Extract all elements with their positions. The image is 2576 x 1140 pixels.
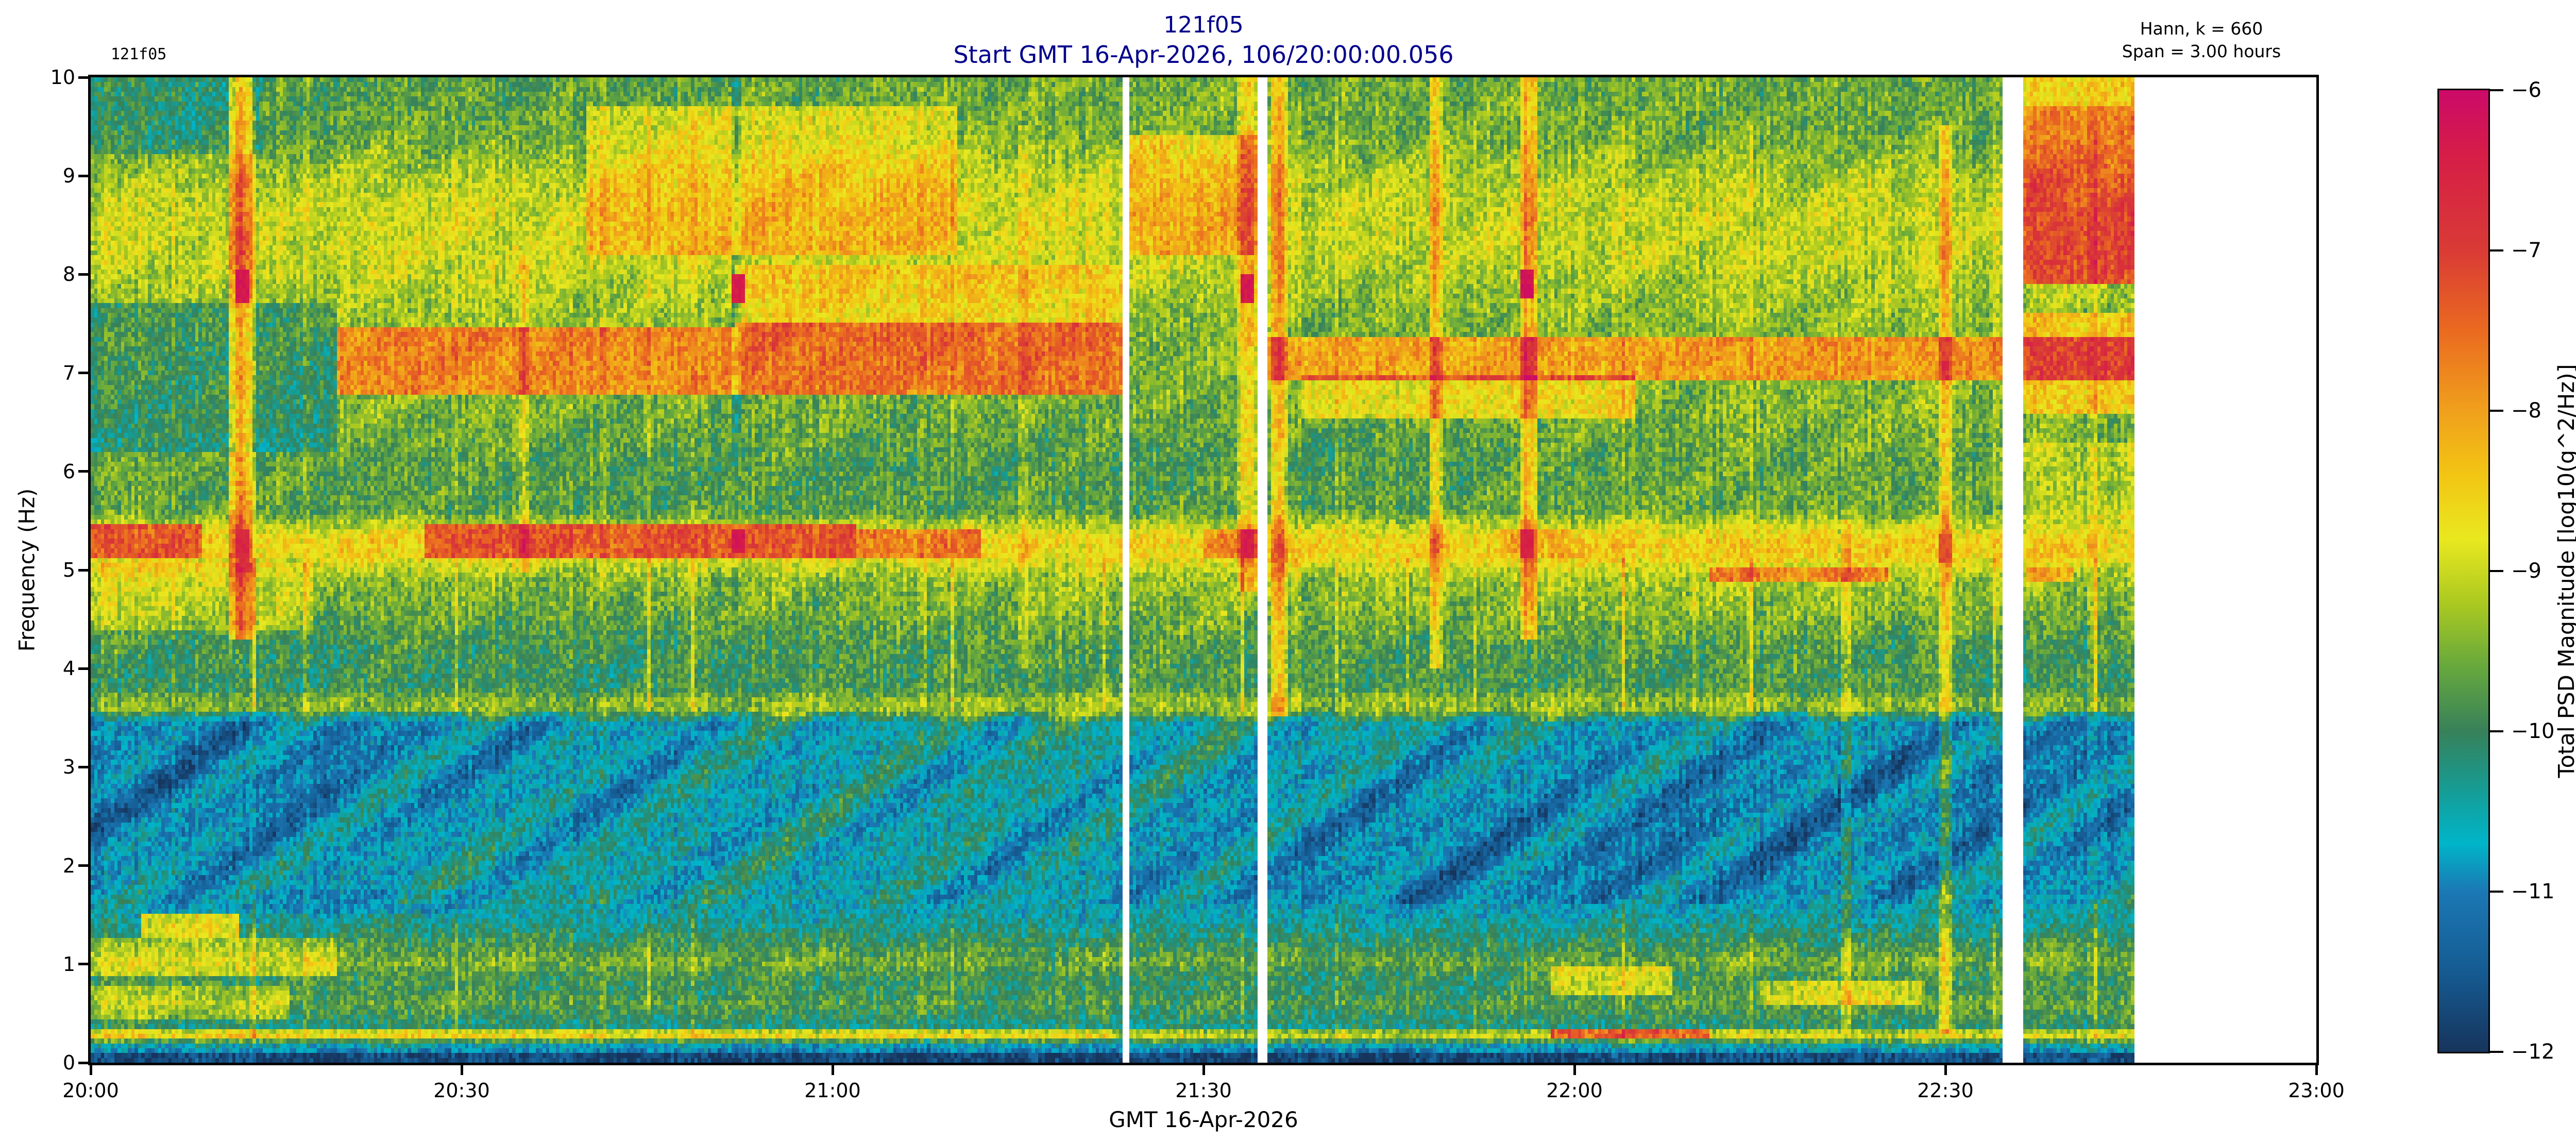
x-tick-label: 22:30 <box>1917 1079 1974 1102</box>
x-tick-label: 20:30 <box>433 1079 490 1102</box>
x-tick-mark <box>1573 1063 1576 1075</box>
y-tick-label: 6 <box>62 460 75 483</box>
y-tick-label: 5 <box>62 559 75 581</box>
x-tick-mark <box>461 1063 463 1075</box>
y-tick-mark <box>78 765 91 768</box>
y-tick-label: 9 <box>62 164 75 188</box>
x-tick-label: 21:30 <box>1175 1079 1232 1102</box>
x-tick-label: 23:00 <box>2288 1079 2345 1102</box>
colorbar-tick-label: −12 <box>2511 1040 2555 1064</box>
colorbar-tick-label: −7 <box>2511 239 2541 262</box>
y-tick-label: 0 <box>62 1051 75 1074</box>
x-tick-mark <box>832 1063 834 1075</box>
page-title: 121f05 Start GMT 16-Apr-2026, 106/20:00:… <box>953 11 1453 70</box>
title-line-1: 121f05 <box>1163 12 1244 38</box>
y-tick-label: 4 <box>62 657 75 680</box>
y-tick-mark <box>78 76 91 79</box>
y-tick-label: 2 <box>62 854 75 877</box>
colorbar-label: Total PSD Magnitude [log10(g^2/Hz)] <box>2554 364 2576 778</box>
y-tick-mark <box>78 963 91 966</box>
colorbar-tick-mark <box>2490 570 2503 572</box>
x-tick-mark <box>1944 1063 1947 1075</box>
y-tick-label: 10 <box>50 66 75 89</box>
colorbar-tick-label: −8 <box>2511 399 2541 423</box>
colorbar-tick-label: −11 <box>2511 880 2555 903</box>
y-tick-label: 8 <box>62 263 75 286</box>
colorbar-tick-mark <box>2490 410 2503 412</box>
y-tick-mark <box>78 568 91 572</box>
x-tick-mark <box>2315 1063 2318 1075</box>
window-info-line-1: Hann, k = 660 <box>2140 19 2263 39</box>
x-tick-label: 22:00 <box>1546 1079 1603 1102</box>
window-info-line-2: Span = 3.00 hours <box>2122 41 2281 61</box>
colorbar <box>2437 89 2490 1053</box>
y-tick-mark <box>78 667 91 670</box>
title-line-2: Start GMT 16-Apr-2026, 106/20:00:00.056 <box>953 41 1454 69</box>
spectrogram-canvas <box>91 77 2316 1063</box>
y-tick-mark <box>78 174 91 177</box>
x-tick-mark <box>90 1063 92 1075</box>
x-tick-mark <box>1202 1063 1205 1075</box>
y-tick-label: 7 <box>62 361 75 384</box>
y-tick-mark <box>78 372 91 375</box>
window-info: Hann, k = 660 Span = 3.00 hours <box>2122 18 2281 63</box>
x-axis-label: GMT 16-Apr-2026 <box>1109 1107 1298 1132</box>
spectrogram-plot <box>88 75 2319 1065</box>
y-tick-mark <box>78 470 91 473</box>
x-tick-label: 21:00 <box>804 1079 861 1102</box>
colorbar-tick-mark <box>2490 891 2503 893</box>
info-line-id: 121f05 <box>111 45 167 63</box>
colorbar-tick-label: −9 <box>2511 559 2541 583</box>
colorbar-tick-mark <box>2490 730 2503 732</box>
colorbar-tick-label: −10 <box>2511 719 2555 743</box>
colorbar-tick-mark <box>2490 89 2503 91</box>
colorbar-tick-label: −6 <box>2511 78 2541 102</box>
y-tick-label: 3 <box>62 756 75 779</box>
y-tick-mark <box>78 864 91 867</box>
colorbar-tick-mark <box>2490 1051 2503 1053</box>
y-tick-label: 1 <box>62 952 75 976</box>
y-tick-mark <box>78 1061 91 1064</box>
y-tick-mark <box>78 273 91 276</box>
x-tick-label: 20:00 <box>62 1079 119 1102</box>
colorbar-tick-mark <box>2490 249 2503 252</box>
colorbar-gradient <box>2439 90 2488 1052</box>
y-axis-label: Frequency (Hz) <box>14 488 40 652</box>
